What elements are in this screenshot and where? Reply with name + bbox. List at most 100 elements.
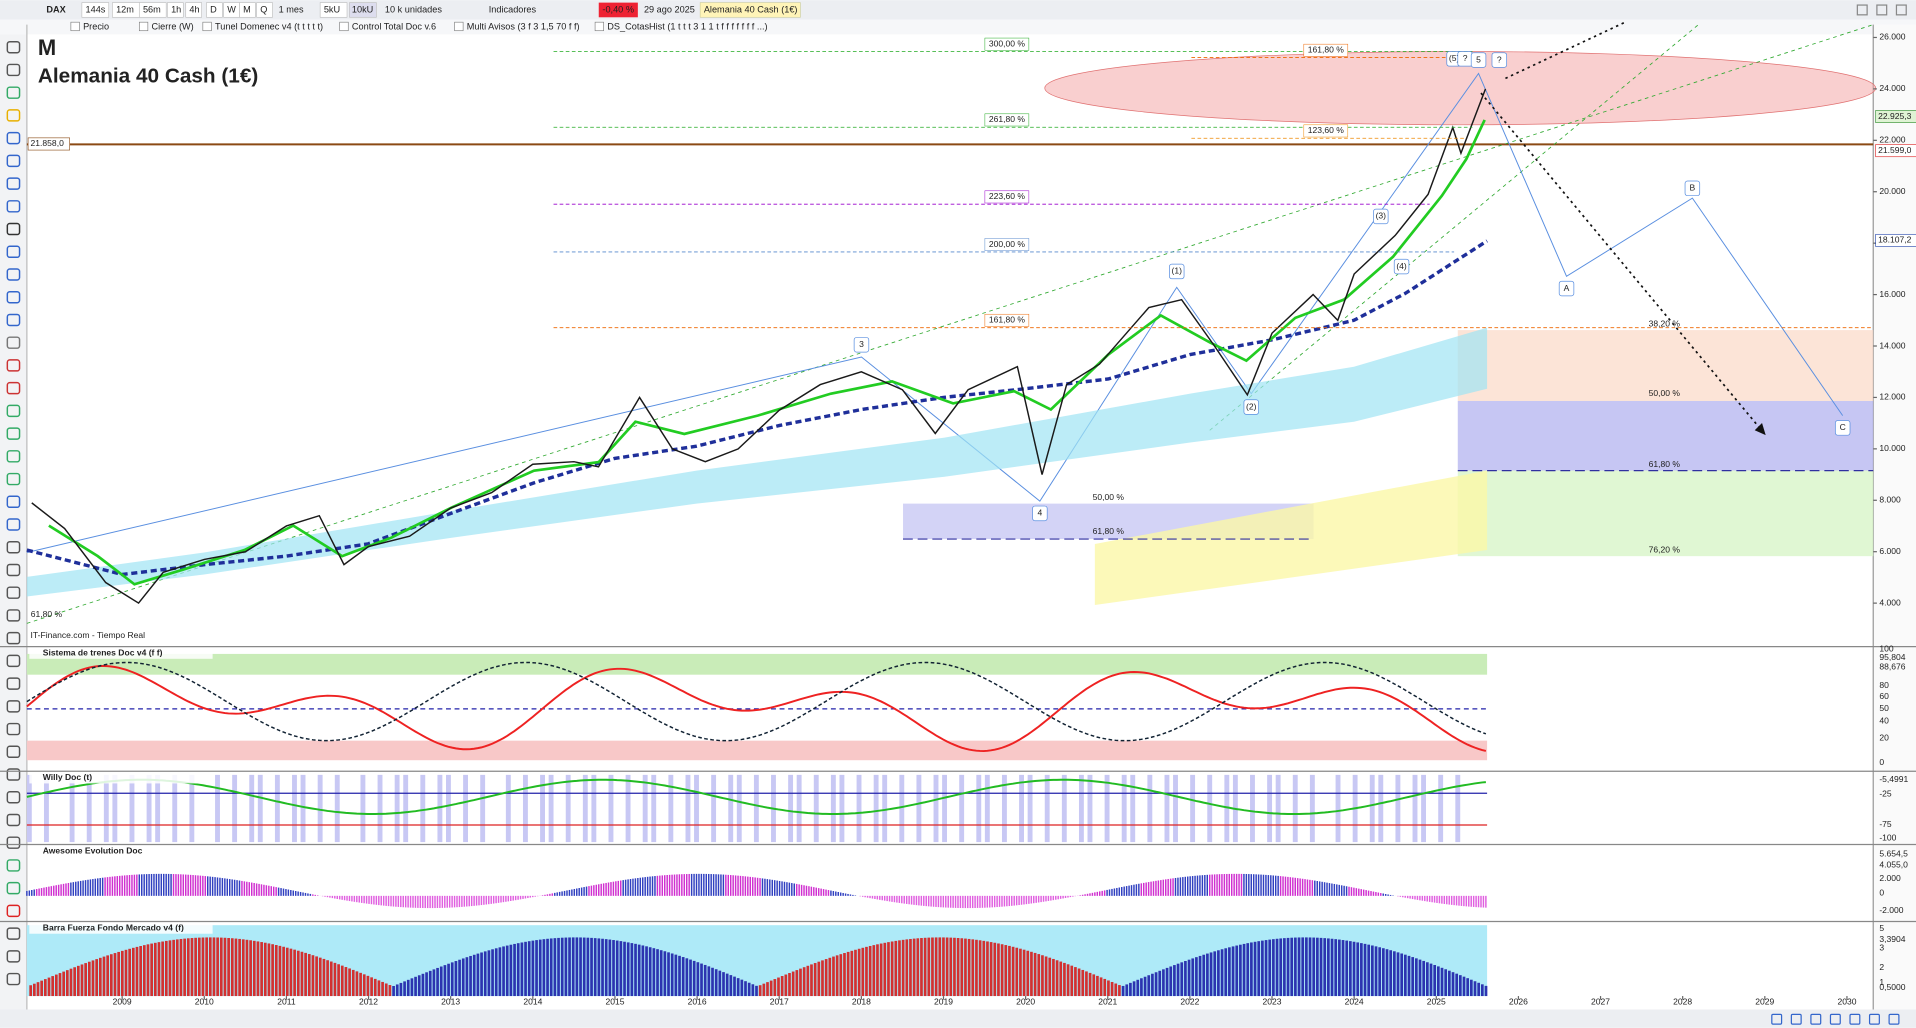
tool-icon[interactable] bbox=[6, 904, 21, 918]
tool-icon[interactable] bbox=[6, 722, 21, 736]
tool-icon[interactable] bbox=[6, 86, 21, 99]
panel-title: Awesome Evolution Doc bbox=[43, 846, 143, 856]
tool-icon[interactable] bbox=[6, 313, 21, 327]
trend-line bbox=[1209, 24, 1699, 431]
nav-icon[interactable] bbox=[1790, 1013, 1802, 1025]
nav-icon[interactable] bbox=[1888, 1013, 1900, 1025]
tab-checkbox[interactable] bbox=[138, 21, 149, 32]
timeframe-button[interactable] bbox=[256, 2, 273, 18]
nav-icon[interactable] bbox=[1810, 1013, 1822, 1025]
tool-icon[interactable] bbox=[6, 404, 21, 418]
tool-icon[interactable] bbox=[6, 881, 21, 895]
nav-icon[interactable] bbox=[1868, 1013, 1880, 1025]
x-tick-label: 2016 bbox=[688, 996, 707, 1006]
window-button[interactable] bbox=[1856, 4, 1868, 16]
timeframe[interactable]: 56m bbox=[143, 4, 161, 14]
tool-icon[interactable] bbox=[6, 109, 21, 122]
period[interactable]: 1 mes bbox=[279, 4, 304, 14]
units-label[interactable]: 10 k unidades bbox=[385, 4, 442, 14]
nav-icon[interactable] bbox=[1829, 1013, 1841, 1025]
timeframe[interactable]: 1h bbox=[171, 4, 181, 14]
tool-icon[interactable] bbox=[6, 950, 21, 963]
indicator-tab[interactable]: Tunel Domenec v4 (t t t t t) bbox=[215, 21, 323, 31]
tool-icon[interactable] bbox=[6, 700, 21, 713]
tool-icon[interactable] bbox=[6, 131, 21, 145]
strength-bar bbox=[964, 938, 967, 997]
tool-icon[interactable] bbox=[6, 381, 21, 395]
timeframe[interactable]: 144s bbox=[86, 4, 106, 14]
indicator-tab[interactable]: DS_CotasHist (1 t t t 3 1 1 t f f f f f … bbox=[607, 21, 767, 31]
tool-icon[interactable] bbox=[6, 63, 21, 77]
tab-checkbox[interactable] bbox=[594, 21, 604, 32]
tool-icon[interactable] bbox=[6, 245, 21, 259]
tool-icon[interactable] bbox=[6, 336, 21, 349]
tool-icon[interactable] bbox=[6, 791, 21, 804]
tool-icon[interactable] bbox=[6, 290, 21, 304]
indicator-tab[interactable]: Multi Avisos (3 f 3 1,5 70 f f) bbox=[467, 21, 580, 31]
timeframe-button[interactable] bbox=[239, 2, 256, 18]
tool-icon[interactable] bbox=[6, 359, 21, 372]
timeframe[interactable]: M bbox=[243, 4, 251, 14]
units-button[interactable] bbox=[349, 2, 377, 18]
signal-bar bbox=[437, 774, 443, 843]
tool-icon[interactable] bbox=[6, 541, 21, 554]
indicator-tab[interactable]: Control Total Doc v.6 bbox=[352, 21, 436, 31]
timeframe-button[interactable] bbox=[81, 2, 110, 18]
tool-icon[interactable] bbox=[6, 836, 21, 849]
timeframe[interactable]: W bbox=[227, 4, 236, 14]
units[interactable]: 10kU bbox=[352, 4, 373, 14]
timeframe-button[interactable] bbox=[185, 2, 202, 18]
timeframe[interactable]: D bbox=[210, 4, 217, 14]
tool-icon[interactable] bbox=[6, 495, 21, 509]
indicators-button[interactable]: Indicadores bbox=[489, 4, 537, 14]
panel-scale-label: -100 bbox=[1879, 833, 1896, 843]
tool-icon[interactable] bbox=[6, 40, 21, 54]
signal-bar bbox=[1412, 774, 1418, 843]
tool-icon[interactable] bbox=[6, 745, 21, 759]
tool-icon[interactable] bbox=[6, 677, 21, 690]
timeframe-button[interactable] bbox=[138, 2, 167, 18]
tool-icon[interactable] bbox=[6, 154, 21, 168]
indicator-tab[interactable]: Cierre (W) bbox=[152, 21, 194, 31]
tool-icon[interactable] bbox=[6, 813, 21, 827]
tool-icon[interactable] bbox=[6, 972, 21, 986]
units[interactable]: 5kU bbox=[324, 4, 340, 14]
tool-icon[interactable] bbox=[6, 450, 21, 463]
tool-icon[interactable] bbox=[6, 859, 21, 872]
window-button[interactable] bbox=[1876, 4, 1888, 16]
tool-icon[interactable] bbox=[6, 472, 21, 486]
tool-icon[interactable] bbox=[6, 518, 21, 531]
nav-icon[interactable] bbox=[1771, 1013, 1783, 1025]
strength-bar bbox=[351, 969, 355, 997]
tool-icon[interactable] bbox=[6, 427, 21, 440]
tool-icon[interactable] bbox=[6, 200, 21, 213]
strength-bar bbox=[43, 979, 47, 997]
tool-icon[interactable] bbox=[6, 563, 21, 577]
tool-icon[interactable] bbox=[6, 268, 21, 281]
timeframe-button[interactable] bbox=[167, 2, 184, 18]
indicator-tab[interactable]: Precio bbox=[83, 21, 109, 31]
signal-bar bbox=[1224, 774, 1230, 843]
tool-icon[interactable] bbox=[6, 177, 21, 190]
tab-checkbox[interactable] bbox=[202, 21, 212, 32]
strength-bar bbox=[740, 979, 744, 997]
timeframe[interactable]: 4h bbox=[189, 4, 199, 14]
tab-checkbox[interactable] bbox=[454, 21, 464, 32]
tool-icon[interactable] bbox=[6, 609, 21, 622]
tab-checkbox[interactable] bbox=[70, 21, 80, 32]
tool-icon[interactable] bbox=[6, 222, 21, 236]
window-button[interactable] bbox=[1895, 4, 1907, 16]
timeframe[interactable]: 12m bbox=[116, 4, 134, 14]
tool-icon[interactable] bbox=[6, 768, 21, 781]
tab-checkbox[interactable] bbox=[339, 21, 349, 32]
symbol[interactable]: DAX bbox=[46, 4, 66, 14]
tool-icon[interactable] bbox=[6, 586, 21, 599]
timeframe-button[interactable] bbox=[206, 2, 223, 18]
units-button[interactable] bbox=[319, 2, 348, 18]
tool-icon[interactable] bbox=[6, 927, 21, 940]
timeframe[interactable]: Q bbox=[260, 4, 267, 14]
tool-icon[interactable] bbox=[6, 654, 21, 668]
nav-icon[interactable] bbox=[1849, 1013, 1861, 1025]
tool-icon[interactable] bbox=[6, 631, 21, 645]
